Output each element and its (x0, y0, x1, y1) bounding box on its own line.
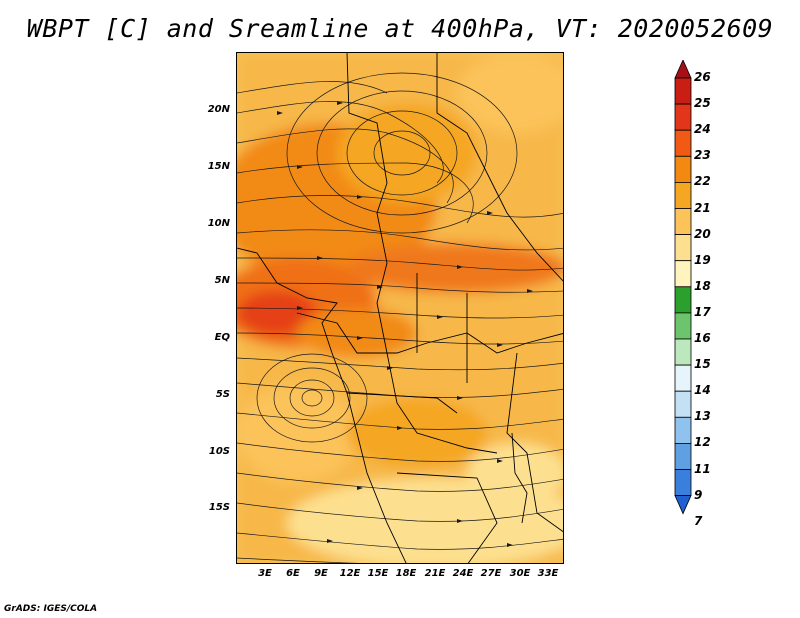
lat-label-15n: 15N (207, 161, 230, 172)
colorbar-segment (674, 469, 692, 497)
colorbar-label: 9 (694, 487, 703, 502)
colorbar-label: 20 (694, 226, 711, 241)
colorbar-label: 25 (694, 96, 711, 111)
colorbar (674, 60, 692, 515)
stream-arrows (277, 101, 533, 547)
colorbar-top-arrow (674, 60, 692, 79)
lon-label-6e: 6E (286, 568, 300, 579)
colorbar-segment (674, 442, 692, 470)
colorbar-label: 17 (694, 304, 711, 319)
colorbar-label: 11 (694, 461, 711, 476)
colorbar-label: 15 (694, 357, 711, 372)
colorbar-label: 21 (694, 200, 711, 215)
lon-label-21e: 21E (424, 568, 446, 579)
colorbar-label: 12 (694, 435, 711, 450)
lon-label-12e: 12E (339, 568, 361, 579)
colorbar-segment (674, 286, 692, 314)
colorbar-segment (674, 234, 692, 262)
colorbar-label: 14 (694, 383, 711, 398)
lat-label-5n: 5N (214, 275, 230, 286)
colorbar-label: 22 (694, 174, 711, 189)
temperature-shading (237, 53, 563, 563)
colorbar-label: 7 (694, 513, 703, 528)
colorbar-segment (674, 260, 692, 288)
lon-label-18e: 18E (395, 568, 417, 579)
colorbar-label: 24 (694, 122, 711, 137)
lat-label-10n: 10N (207, 218, 230, 229)
colorbar-label: 26 (694, 70, 711, 84)
lon-label-15e: 15E (367, 568, 389, 579)
country-borders (237, 53, 563, 563)
lon-label-9e: 9E (314, 568, 328, 579)
map-field (237, 53, 563, 563)
colorbar-segment (674, 208, 692, 236)
colorbar-bottom-arrow (674, 495, 692, 515)
colorbar-segment (674, 155, 692, 183)
chart-title: WBPT [C] and Sreamline at 400hPa, VT: 20… (26, 14, 774, 43)
footer-credit: GrADS: IGES/COLA (4, 604, 98, 614)
colorbar-label: 16 (694, 331, 711, 345)
colorbar-label: 23 (694, 148, 711, 163)
map-panel (236, 52, 564, 564)
colorbar-segment (674, 103, 692, 131)
colorbar-segment (674, 182, 692, 209)
colorbar-segment (674, 129, 692, 157)
lon-label-3e: 3E (258, 568, 272, 579)
lat-label-10s: 10S (208, 446, 230, 457)
colorbar-segment (674, 416, 692, 444)
colorbar-segment (674, 338, 692, 366)
lat-label-5s: 5S (215, 389, 230, 400)
lat-label-eq: EQ (214, 332, 230, 343)
colorbar-label: 13 (694, 409, 711, 424)
colorbar-segment (674, 390, 692, 418)
lon-label-27e: 27E (480, 568, 502, 579)
lon-label-24e: 24E (452, 568, 474, 579)
colorbar-segment (674, 77, 692, 105)
lon-label-30e: 30E (509, 568, 531, 579)
colorbar-label: 18 (694, 278, 711, 293)
lon-label-33e: 33E (537, 568, 559, 579)
colorbar-segment (674, 312, 692, 340)
colorbar-label: 19 (694, 252, 711, 267)
lat-label-15s: 15S (208, 502, 230, 513)
colorbar-segment (674, 364, 692, 392)
lat-label-20n: 20N (207, 104, 230, 115)
